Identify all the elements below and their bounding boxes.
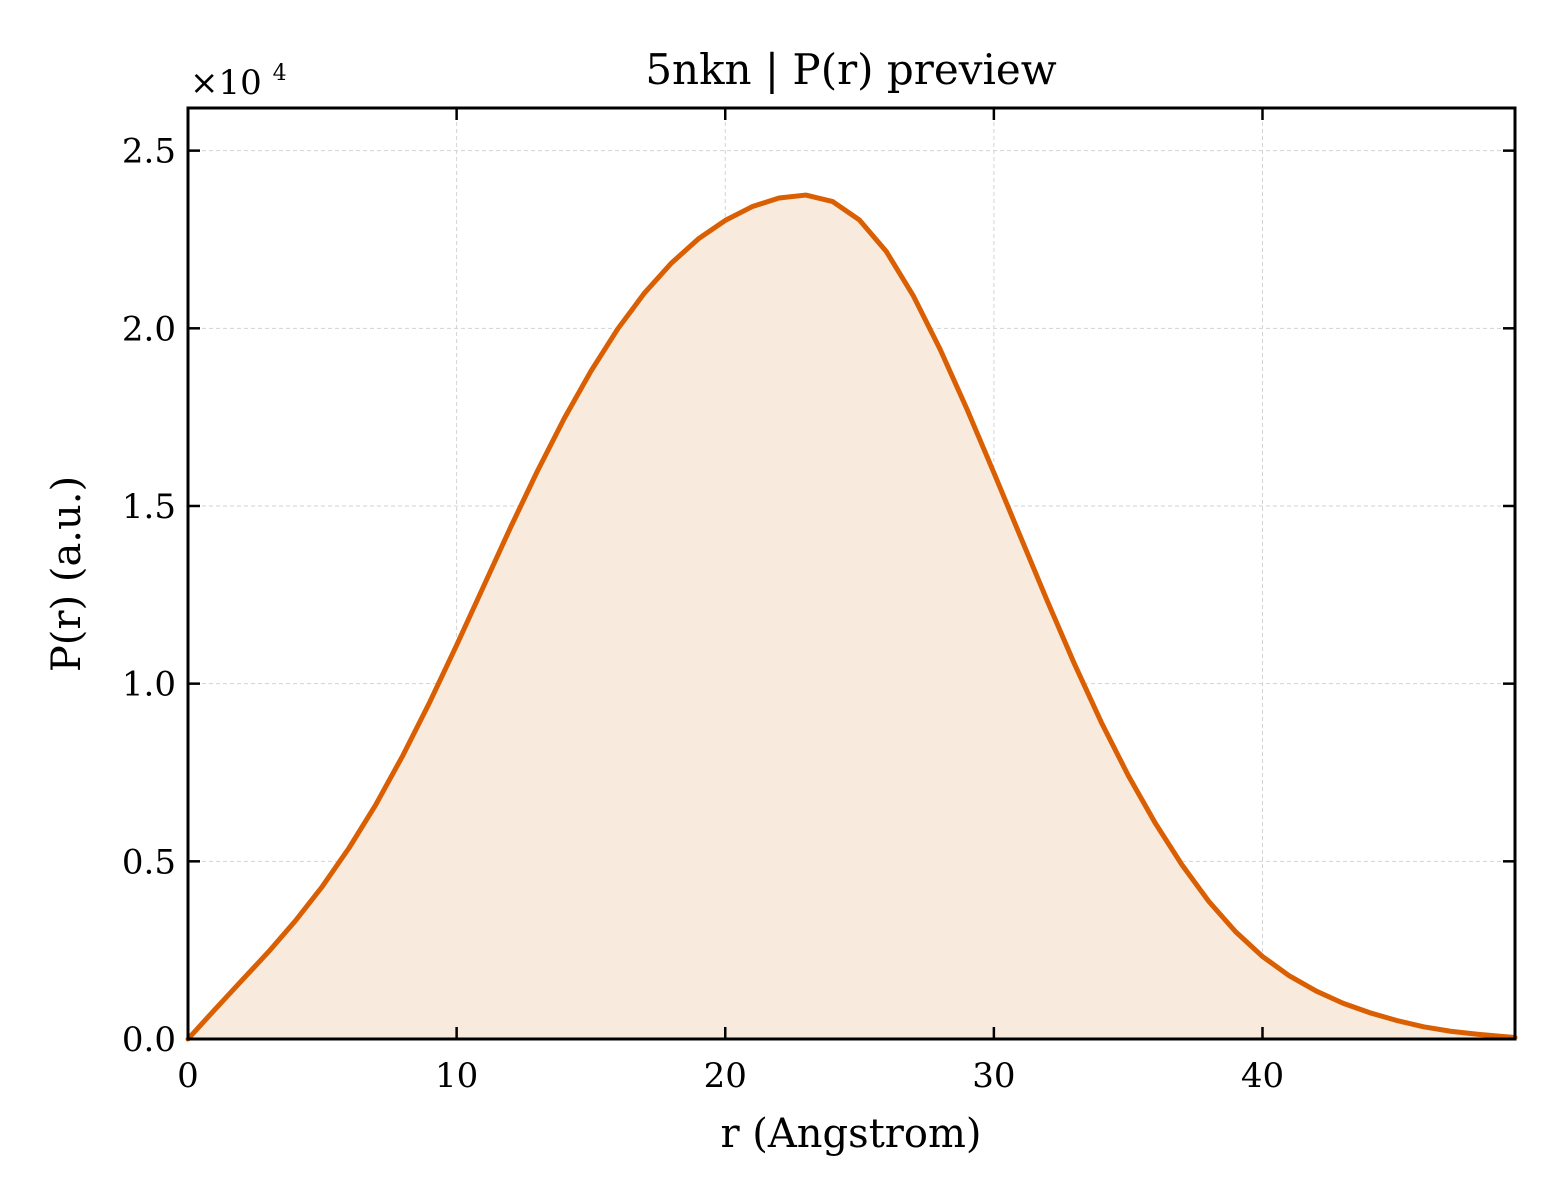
pr-curve-line: [185, 192, 1518, 1042]
x-tick-label-0: 0: [177, 1056, 199, 1096]
y-tick-label-2: 1.0: [122, 665, 176, 705]
plot-frame: [186, 106, 1517, 1041]
y-tick-label-4: 2.0: [122, 309, 176, 349]
area-layer: [188, 195, 1515, 1039]
y-offset-exponent: 4: [273, 61, 287, 86]
x-tick-label-1: 10: [435, 1056, 478, 1096]
pr-area-fill: [188, 195, 1515, 1039]
y-tick-label-1: 0.5: [122, 842, 176, 882]
x-axis-label: r (Angstrom): [720, 1111, 981, 1157]
y-tick-label-3: 1.5: [122, 487, 176, 527]
y-offset-label: ×10 4: [190, 61, 287, 103]
y-tick-label-5: 2.5: [122, 132, 176, 172]
x-tick-label-3: 30: [972, 1056, 1015, 1096]
y-offset-base: ×10: [190, 63, 262, 103]
line-layer: [185, 192, 1518, 1042]
frame-layer: [186, 106, 1517, 1041]
tick-layer: 0 10 20 30 40 0.0 0.5 1.0 1.5 2.0 2.5: [122, 108, 1515, 1096]
y-axis-label: P(r) (a.u.): [44, 476, 90, 672]
chart-title: 5nkn | P(r) preview: [645, 45, 1056, 94]
x-tick-label-4: 40: [1241, 1056, 1284, 1096]
x-tick-label-2: 20: [704, 1056, 747, 1096]
y-tick-label-0: 0.0: [122, 1020, 176, 1060]
